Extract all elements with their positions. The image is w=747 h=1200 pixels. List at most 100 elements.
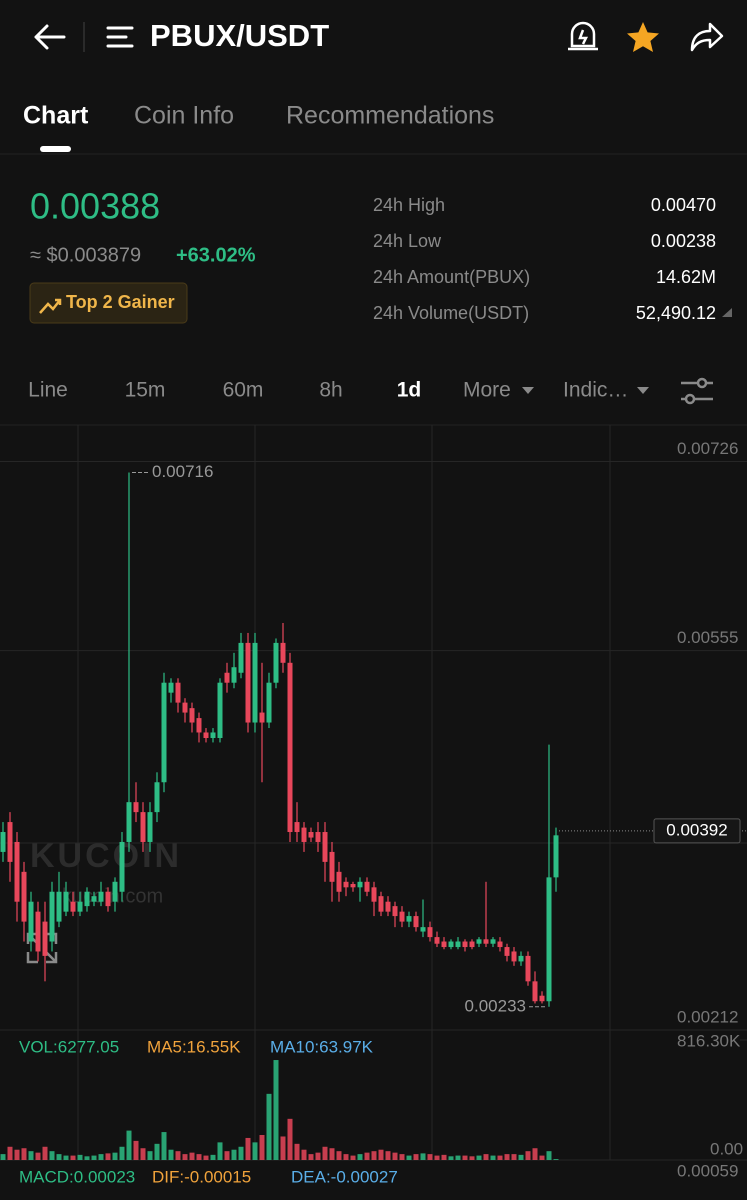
menu-button[interactable] — [106, 26, 134, 48]
volume-bar — [105, 1153, 111, 1160]
candle-body — [133, 802, 139, 813]
tab[interactable]: Recommendations — [286, 102, 494, 130]
back-button[interactable] — [34, 24, 66, 50]
candle-body — [357, 881, 363, 888]
stat-value: 52,490.12 — [636, 303, 716, 323]
candle-body — [42, 921, 48, 956]
volume-bar — [462, 1155, 468, 1160]
candle-body — [252, 642, 258, 723]
stat-label: 24h High — [373, 195, 445, 215]
candle-body — [63, 891, 69, 912]
volume-bar — [553, 1159, 559, 1160]
interval[interactable]: 8h — [319, 379, 342, 402]
candle-body — [105, 891, 111, 907]
candle-body — [161, 682, 167, 783]
volume-bar — [7, 1146, 13, 1160]
volume-bar — [189, 1152, 195, 1160]
volume-bar — [175, 1151, 181, 1160]
candle-body — [315, 832, 321, 842]
candle-body — [294, 822, 300, 833]
candle-body — [490, 939, 496, 944]
interval[interactable]: More — [463, 379, 511, 402]
candle-body — [497, 941, 503, 948]
volume-bar — [217, 1142, 223, 1160]
volume-bar — [154, 1143, 160, 1160]
candle-body — [77, 901, 83, 912]
candle-body — [266, 682, 272, 723]
candle-body — [91, 896, 97, 902]
gainer-badge[interactable] — [29, 282, 188, 324]
tab-indicator — [40, 146, 71, 152]
candle-body — [483, 939, 489, 944]
candle-body — [532, 981, 538, 1002]
candle-body — [203, 732, 209, 739]
alert-button[interactable] — [568, 21, 598, 51]
volume-bar — [539, 1155, 545, 1160]
candle-body — [21, 871, 27, 922]
interval[interactable]: 60m — [223, 379, 264, 402]
stat-label: 24h Amount(PBUX) — [373, 267, 530, 287]
tab[interactable]: Coin Info — [134, 102, 234, 130]
candle-body — [525, 955, 531, 982]
price-change: +63.02% — [176, 244, 256, 266]
volume-bar — [84, 1156, 90, 1160]
tab[interactable]: Chart — [23, 102, 89, 130]
volume-bar — [504, 1154, 510, 1160]
volume-bar — [315, 1152, 321, 1160]
candle-body — [441, 941, 447, 948]
volume-bar — [441, 1154, 447, 1160]
volume-bar — [329, 1148, 335, 1160]
volume-bar — [252, 1142, 258, 1160]
macd-label: MACD:0.00023 — [19, 1167, 135, 1186]
volume-bar — [28, 1151, 34, 1160]
volume-bar — [21, 1148, 27, 1160]
volume-bar — [406, 1155, 412, 1160]
share-button[interactable] — [690, 22, 724, 52]
volume-bar — [196, 1154, 202, 1160]
ma10-label: MA10:63.97K — [270, 1037, 374, 1056]
volume-bar — [280, 1136, 286, 1160]
candle-body — [413, 916, 419, 928]
vol-label: VOL:6277.05 — [19, 1037, 119, 1056]
candle-body — [14, 841, 20, 902]
volume-bar — [525, 1151, 531, 1160]
volume-bar — [238, 1146, 244, 1160]
volume-bar — [245, 1137, 251, 1160]
volume-bar — [476, 1155, 482, 1160]
candle-body — [553, 835, 559, 878]
candle-body — [420, 927, 426, 932]
volume-tick-label: 0.00 — [710, 1139, 743, 1158]
candle-body — [231, 667, 237, 683]
candle-body — [427, 927, 433, 938]
volume-bar — [259, 1135, 265, 1160]
interval[interactable]: Line — [28, 379, 68, 402]
candle-body — [350, 884, 356, 888]
candle-body — [35, 911, 41, 952]
candle-body — [182, 702, 188, 713]
stat-label: 24h Low — [373, 231, 442, 251]
volume-bar — [378, 1149, 384, 1160]
expand-button[interactable] — [26, 932, 58, 964]
favorite-button[interactable] — [627, 22, 659, 52]
volume-bar — [77, 1154, 83, 1160]
settings-button[interactable] — [681, 377, 713, 405]
candle-body — [399, 911, 405, 922]
candle-body — [280, 642, 286, 663]
candle-body — [217, 682, 223, 739]
volume-bar — [308, 1154, 314, 1160]
high-label: 0.00716 — [152, 462, 213, 481]
volume-bar — [469, 1156, 475, 1160]
candle-body — [392, 906, 398, 917]
volume-bar — [56, 1154, 62, 1160]
interval[interactable]: Indic… — [563, 379, 628, 402]
interval[interactable]: 15m — [125, 379, 166, 402]
volume-bar — [49, 1151, 55, 1160]
badge-icon — [39, 298, 62, 314]
volume-bar — [168, 1149, 174, 1160]
candle-body — [462, 941, 468, 948]
corner-triangle — [722, 308, 732, 317]
volume-bar — [343, 1154, 349, 1160]
interval[interactable]: 1d — [397, 379, 422, 402]
